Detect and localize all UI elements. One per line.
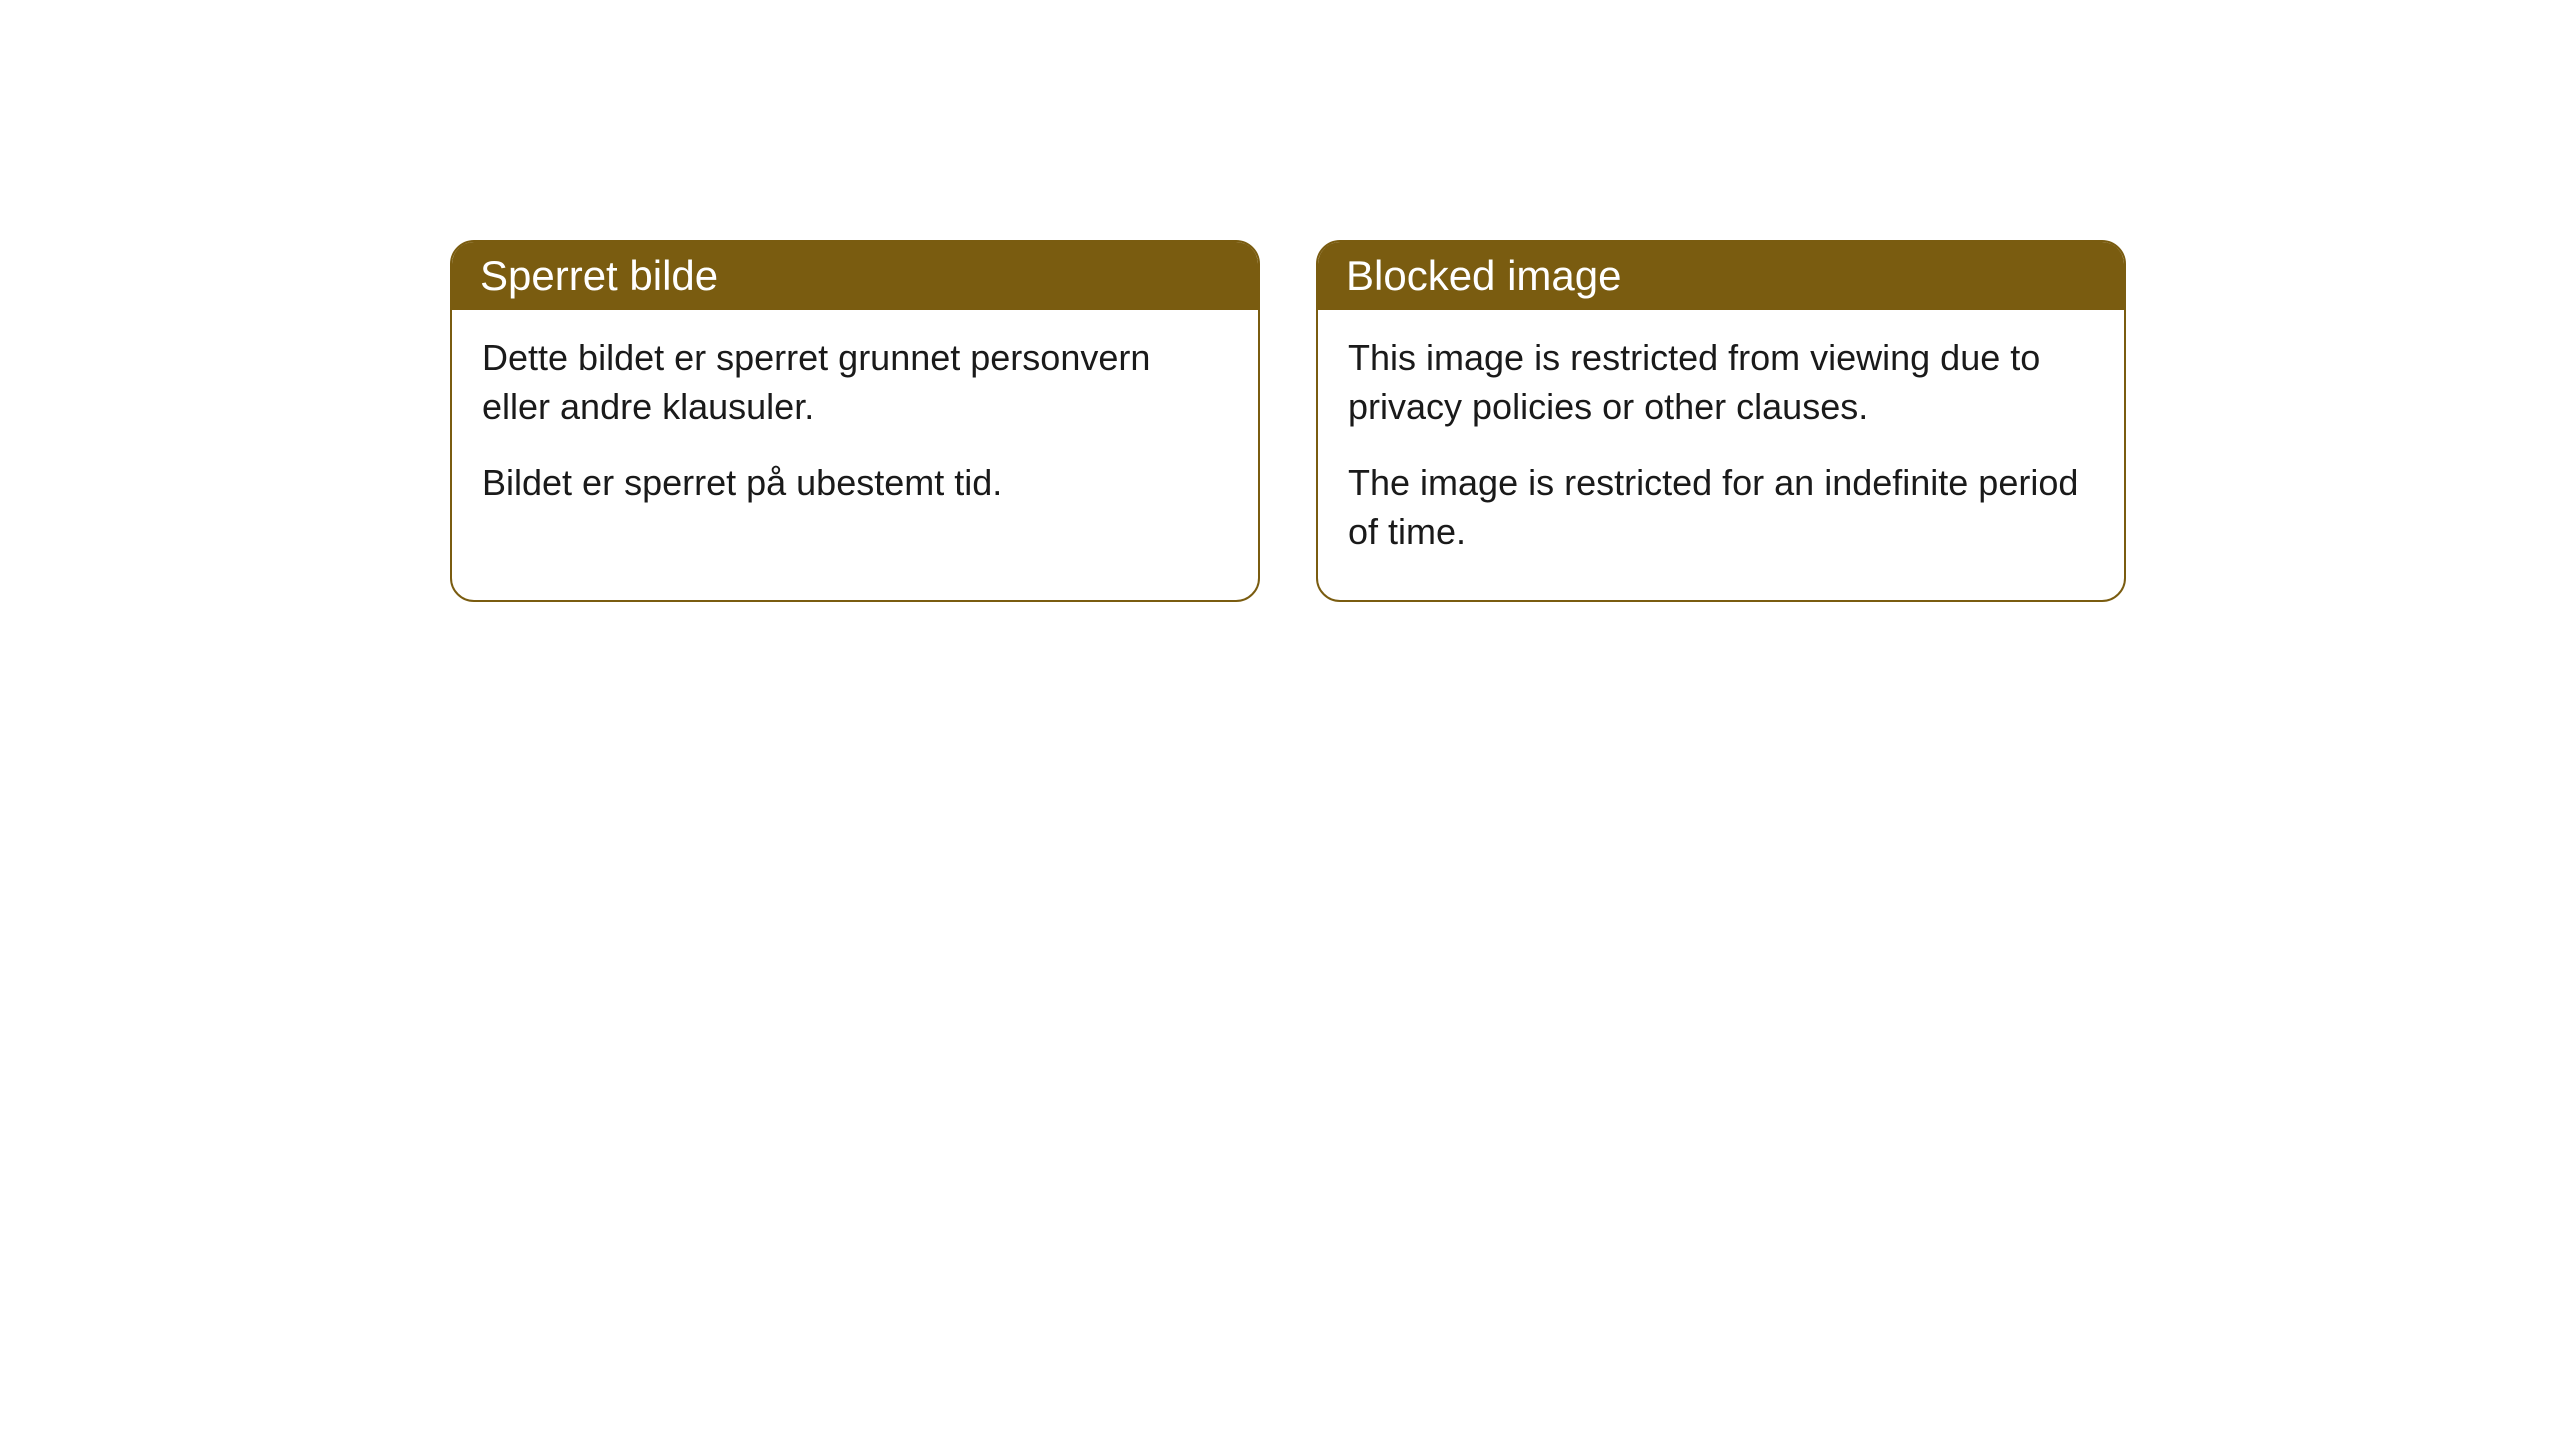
card-english: Blocked image This image is restricted f… [1316, 240, 2126, 602]
card-paragraph-2-english: The image is restricted for an indefinit… [1348, 459, 2094, 556]
card-paragraph-2-norwegian: Bildet er sperret på ubestemt tid. [482, 459, 1228, 508]
card-header-english: Blocked image [1318, 242, 2124, 310]
card-norwegian: Sperret bilde Dette bildet er sperret gr… [450, 240, 1260, 602]
card-paragraph-1-english: This image is restricted from viewing du… [1348, 334, 2094, 431]
card-body-norwegian: Dette bildet er sperret grunnet personve… [452, 310, 1258, 552]
cards-container: Sperret bilde Dette bildet er sperret gr… [450, 240, 2126, 602]
card-header-norwegian: Sperret bilde [452, 242, 1258, 310]
card-body-english: This image is restricted from viewing du… [1318, 310, 2124, 600]
card-paragraph-1-norwegian: Dette bildet er sperret grunnet personve… [482, 334, 1228, 431]
